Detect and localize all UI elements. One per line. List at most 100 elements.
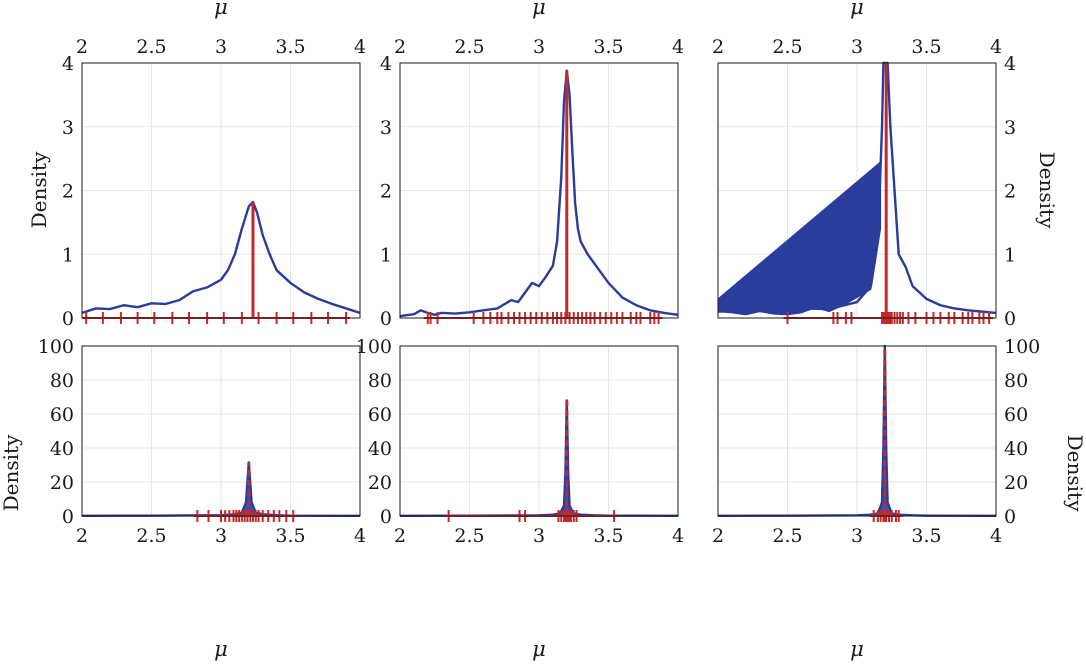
x-axis-label: μ xyxy=(850,637,864,661)
y-tick-label: 4 xyxy=(62,53,74,75)
y-tick-label: 3 xyxy=(62,117,74,139)
y-tick-label: 20 xyxy=(1004,472,1028,494)
x-tick-label: 2 xyxy=(712,525,724,547)
y-tick-label: 40 xyxy=(50,438,74,460)
y-tick-label: 100 xyxy=(1004,336,1040,358)
y-tick-label: 1 xyxy=(380,244,392,266)
y-tick-label: 80 xyxy=(368,370,392,392)
y-tick-label: 1 xyxy=(62,244,74,266)
y-tick-label: 1 xyxy=(1004,244,1016,266)
x-tick-label: 3.5 xyxy=(911,525,941,547)
y-axis-label: Density xyxy=(27,151,51,228)
plot-frame xyxy=(717,62,997,319)
y-tick-label: 60 xyxy=(368,404,392,426)
x-tick-label: 2.5 xyxy=(772,525,802,547)
y-tick-label: 2 xyxy=(62,181,74,203)
x-axis-label: μ xyxy=(850,0,864,19)
y-tick-label: 0 xyxy=(380,308,392,330)
y-tick-label: 40 xyxy=(1004,438,1028,460)
y-tick-label: 3 xyxy=(380,117,392,139)
plot-frame xyxy=(717,345,997,517)
plot-frame xyxy=(399,62,679,319)
tick-labels: 2 2.5 3 3.5 4 0 1 2 3 4 xyxy=(712,36,1016,330)
y-tick-label: 4 xyxy=(1004,53,1016,75)
x-axis-label: μ xyxy=(214,0,228,19)
x-tick-label: 3 xyxy=(533,525,545,547)
y-tick-label: 0 xyxy=(1004,308,1016,330)
y-tick-label: 4 xyxy=(380,53,392,75)
gridlines xyxy=(82,63,360,318)
y-axis-label: Density xyxy=(1035,152,1059,229)
gridlines xyxy=(400,346,678,516)
x-tick-label: 4 xyxy=(990,36,1002,58)
x-tick-label: 2.5 xyxy=(772,36,802,58)
x-tick-label: 3.5 xyxy=(275,36,305,58)
y-tick-label: 0 xyxy=(1004,506,1016,528)
plot-frame xyxy=(81,62,361,319)
density-line xyxy=(399,69,679,318)
panel-bottom-right: 2 2.5 3 3.5 40 20 40 60 80 100 μ Density xyxy=(712,336,1086,661)
plot-frame xyxy=(399,345,679,517)
x-tick-label: 3 xyxy=(215,525,227,547)
y-tick-label: 2 xyxy=(380,181,392,203)
x-tick-label: 2 xyxy=(394,525,406,547)
y-tick-label: 40 xyxy=(368,438,392,460)
x-tick-label: 2.5 xyxy=(136,525,166,547)
x-tick-label: 3.5 xyxy=(911,36,941,58)
x-axis-label: μ xyxy=(532,0,546,19)
x-tick-label: 2.5 xyxy=(136,36,166,58)
gridlines xyxy=(400,63,678,318)
x-tick-label: 3 xyxy=(215,36,227,58)
y-tick-label: 60 xyxy=(1004,404,1028,426)
gridlines xyxy=(82,346,360,516)
x-tick-label: 4 xyxy=(354,525,366,547)
x-tick-label: 3.5 xyxy=(593,525,623,547)
x-tick-label: 3.5 xyxy=(593,36,623,58)
x-tick-label: 4 xyxy=(672,36,684,58)
x-tick-label: 2.5 xyxy=(454,36,484,58)
x-tick-label: 2 xyxy=(394,36,406,58)
x-tick-label: 2 xyxy=(76,525,88,547)
x-tick-label: 3 xyxy=(851,36,863,58)
x-axis-label: μ xyxy=(532,637,546,661)
panel-top-left: 2 2.5 3 3.5 4 0 1 2 3 4 μ Density xyxy=(27,0,366,330)
x-tick-label: 2 xyxy=(712,36,724,58)
y-tick-label: 2 xyxy=(1004,181,1016,203)
y-tick-label: 100 xyxy=(38,336,74,358)
y-tick-label: 20 xyxy=(368,472,392,494)
y-tick-label: 60 xyxy=(50,404,74,426)
x-tick-label: 2 xyxy=(76,36,88,58)
density-line xyxy=(81,200,361,315)
x-tick-label: 2.5 xyxy=(454,525,484,547)
x-tick-label: 4 xyxy=(672,525,684,547)
y-tick-label: 80 xyxy=(50,370,74,392)
y-axis-label: Density xyxy=(1063,435,1086,512)
y-tick-label: 80 xyxy=(1004,370,1028,392)
x-axis-label: μ xyxy=(214,637,228,661)
x-tick-label: 4 xyxy=(990,525,1002,547)
tick-labels: 2 2.5 3 3.5 40 20 40 60 80 100 xyxy=(712,336,1040,547)
density-curve xyxy=(399,69,679,318)
x-tick-label: 3 xyxy=(533,36,545,58)
y-tick-label: 20 xyxy=(50,472,74,494)
x-tick-label: 3 xyxy=(851,525,863,547)
y-tick-label: 3 xyxy=(1004,117,1016,139)
y-tick-label: 0 xyxy=(380,506,392,528)
y-tick-label: 0 xyxy=(62,308,74,330)
panel-top-middle: 2 2.5 3 3.5 4 0 1 2 3 4 μ xyxy=(380,0,684,330)
density-curve xyxy=(81,200,361,315)
panel-top-right: 2 2.5 3 3.5 4 0 1 2 3 4 μ Density xyxy=(712,0,1059,330)
tick-labels: 2 2.5 3 3.5 4 0 1 2 3 4 xyxy=(380,36,684,330)
x-tick-label: 4 xyxy=(354,36,366,58)
gridlines xyxy=(718,346,996,516)
y-tick-label: 0 xyxy=(62,506,74,528)
y-axis-label: Density xyxy=(0,434,23,511)
plot-frame xyxy=(81,345,361,517)
x-tick-label: 3.5 xyxy=(275,525,305,547)
y-tick-label: 100 xyxy=(356,336,392,358)
